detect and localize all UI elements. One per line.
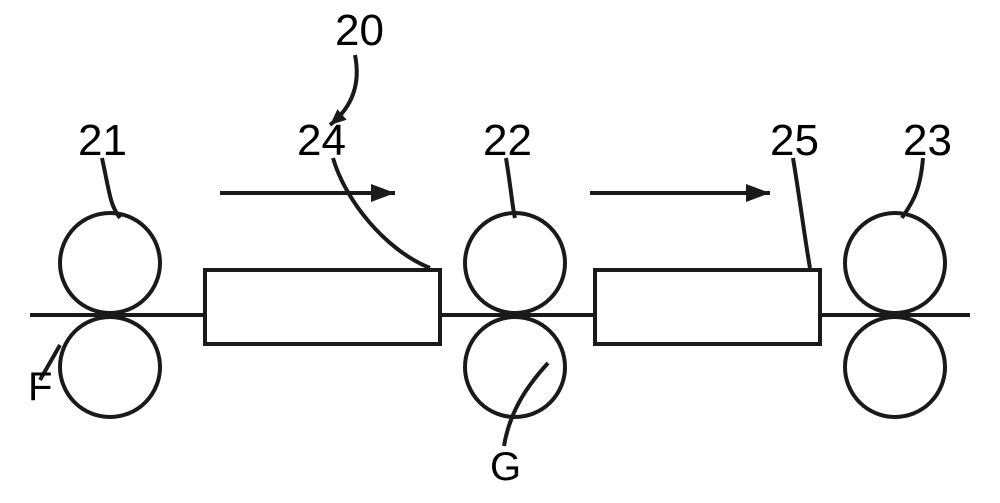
pair-22-lower-roller (465, 317, 565, 417)
lbl-F: F (28, 365, 52, 409)
pair-22-upper-roller (465, 213, 565, 313)
pair-23-upper-roller (845, 213, 945, 313)
lbl-20: 20 (335, 6, 384, 55)
lbl-24: 24 (297, 116, 346, 165)
ldr-22 (506, 158, 515, 218)
pair-23-lower-roller (845, 317, 945, 417)
ldr-23 (902, 158, 923, 218)
ldr-21 (102, 158, 120, 218)
block-25 (595, 270, 820, 344)
lbl-22: 22 (483, 116, 532, 165)
lbl-25: 25 (770, 116, 819, 165)
ldr-25 (793, 158, 810, 268)
lbl-21: 21 (78, 116, 127, 165)
lbl-23: 23 (903, 116, 952, 165)
pair-21-lower-roller (60, 317, 160, 417)
arrow-1 (220, 184, 395, 202)
pair-21-upper-roller (60, 213, 160, 313)
ldr-20 (330, 55, 357, 125)
block-24 (205, 270, 440, 344)
ldr-24 (333, 158, 430, 268)
arrow-2 (590, 184, 770, 202)
lbl-G: G (490, 445, 521, 489)
diagram-stage: 20 21 24 22 25 23 F G (0, 0, 1000, 503)
